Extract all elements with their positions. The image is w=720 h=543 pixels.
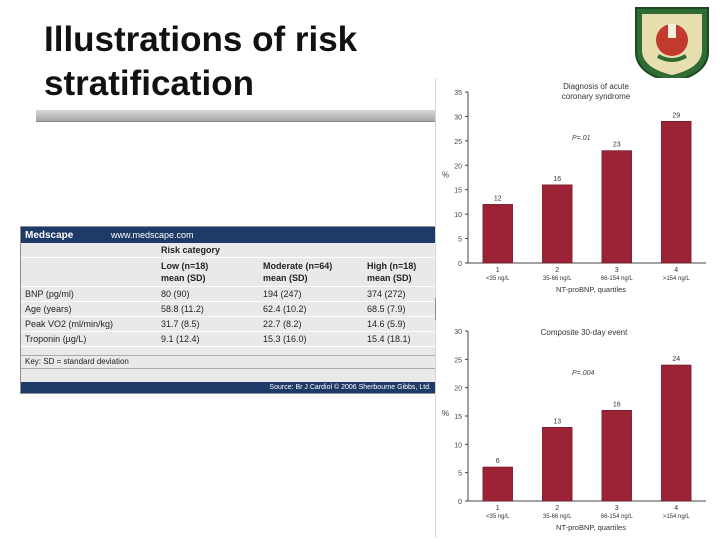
chart-composite-30-day-event-svg: Composite 30-day event 0 5 10 15 20 25 30% P=.00… xyxy=(442,328,706,532)
risk-category-label: Risk category xyxy=(161,245,221,255)
group-high: High (n=18) mean (SD) xyxy=(367,261,417,283)
y-tick-label: 20 xyxy=(454,386,462,393)
group-moderate: Moderate (n=64) mean (SD) xyxy=(263,261,333,283)
x-tick-sublabel: <35 ng/L xyxy=(486,514,510,520)
x-tick-label: 4 xyxy=(674,505,678,512)
bar xyxy=(482,204,513,264)
y-tick-label: 20 xyxy=(454,163,462,170)
x-tick-label: 3 xyxy=(615,267,619,274)
y-tick-label: 5 xyxy=(458,237,462,244)
y-tick-label: 30 xyxy=(454,114,462,121)
table-row: Peak VO2 (ml/min/kg) 31.7 (8.5) 22.7 (8.2)… xyxy=(21,317,435,332)
y-tick-label: 30 xyxy=(454,329,462,336)
table-row: Age (years) 58.8 (11.2) 62.4 (10.2) 68.5 (7… xyxy=(21,302,435,317)
chart-title: coronary syndrome xyxy=(562,92,631,101)
title-underline-bar xyxy=(36,110,438,122)
y-axis-label: % xyxy=(442,409,449,418)
bar-value-label: 23 xyxy=(613,142,621,149)
x-tick-label: 4 xyxy=(674,267,678,274)
bar-value-label: 16 xyxy=(613,401,621,408)
y-tick-label: 15 xyxy=(454,414,462,421)
x-tick-label: 1 xyxy=(496,505,500,512)
bar xyxy=(542,184,573,264)
bar xyxy=(601,150,632,264)
chart-title: Composite 30-day event xyxy=(541,328,628,337)
x-tick-sublabel: 66-154 ng/L xyxy=(601,514,634,520)
risk-category-row: Risk category xyxy=(21,243,435,258)
risk-category-table: Medscape www.medscape.com Risk category … xyxy=(20,226,436,394)
y-tick-label: 0 xyxy=(458,499,462,506)
y-tick-label: 25 xyxy=(454,357,462,364)
x-tick-sublabel: 35-66 ng/L xyxy=(543,514,572,520)
y-axis-label: % xyxy=(442,171,449,180)
slide-title-line2: stratification xyxy=(44,64,255,103)
x-tick-sublabel: <35 ng/L xyxy=(486,276,510,282)
p-value-annotation: P=.01 xyxy=(572,135,591,142)
x-tick-label: 1 xyxy=(496,267,500,274)
slide-title-line1: Illustrations of risk xyxy=(44,20,358,59)
bar-value-label: 6 xyxy=(496,458,500,465)
x-tick-sublabel: >154 ng/L xyxy=(663,514,691,520)
x-tick-label: 2 xyxy=(555,267,559,274)
bar-value-label: 24 xyxy=(672,356,680,363)
x-axis-label: NT-proBNP, quartiles xyxy=(556,523,626,532)
p-value-annotation: P=.004 xyxy=(572,370,594,377)
y-tick-label: 10 xyxy=(454,442,462,449)
x-tick-sublabel: 35-66 ng/L xyxy=(543,276,572,282)
y-tick-label: 10 xyxy=(454,212,462,219)
x-tick-label: 2 xyxy=(555,505,559,512)
bar-value-label: 16 xyxy=(553,176,561,183)
x-tick-sublabel: 66-154 ng/L xyxy=(601,276,634,282)
bar xyxy=(661,121,692,264)
group-low: Low (n=18) mean (SD) xyxy=(161,261,209,283)
bar xyxy=(661,364,692,502)
y-tick-label: 25 xyxy=(454,139,462,146)
chart-composite-30-day-event: Composite 30-day event 0 5 10 15 20 25 30% P=.00… xyxy=(435,320,718,538)
x-tick-sublabel: >154 ng/L xyxy=(663,276,691,282)
table-header-bar: Medscape www.medscape.com xyxy=(21,227,435,243)
slide-title: Illustrations of risk stratification xyxy=(44,18,444,106)
x-tick-label: 3 xyxy=(615,505,619,512)
chart-title: Diagnosis of acute xyxy=(563,82,629,91)
y-tick-label: 35 xyxy=(454,90,462,97)
y-tick-label: 0 xyxy=(458,261,462,268)
table-row: Troponin (µg/L) 9.1 (12.4) 15.3 (16.0) 15.4… xyxy=(21,332,435,347)
bar-value-label: 29 xyxy=(672,112,680,119)
table-source-note: Source: Br J Cardiol © 2006 Sherbourne G… xyxy=(21,382,435,393)
table-row: BNP (pg/ml) 80 (90) 194 (247) 374 (272) xyxy=(21,287,435,302)
group-header-row: Low (n=18) mean (SD) Moderate (n=64) mean … xyxy=(21,258,435,287)
x-axis-label: NT-proBNP, quartiles xyxy=(556,285,626,294)
chart-acute-coronary-syndrome: Diagnosis of acute coronary syndrome 0 5 10 1… xyxy=(435,78,718,298)
table-key-note: Key: SD = standard deviation xyxy=(21,355,435,369)
bar xyxy=(482,466,513,502)
university-seal-logo xyxy=(635,7,709,84)
medscape-logo: Medscape xyxy=(25,229,74,241)
bar-value-label: 13 xyxy=(553,418,561,425)
y-tick-label: 15 xyxy=(454,188,462,195)
medscape-url: www.medscape.com xyxy=(111,230,194,240)
y-tick-label: 5 xyxy=(458,471,462,478)
bar-value-label: 12 xyxy=(494,195,502,202)
bar xyxy=(601,410,632,502)
bar xyxy=(542,427,573,502)
